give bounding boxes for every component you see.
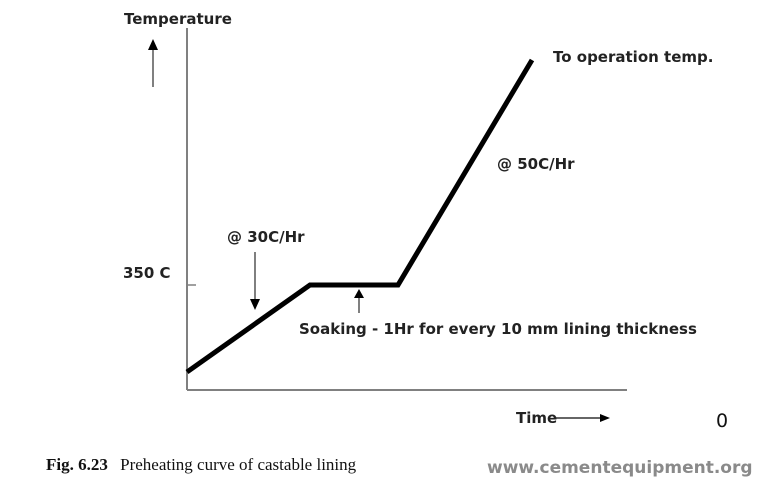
preheating-curve [185, 58, 535, 375]
y-tick-label-350: 350 C [123, 264, 171, 282]
rate1-arrowhead-icon [250, 299, 260, 310]
figure-number: Fig. 6.23 [46, 455, 108, 474]
temperature-arrowhead-icon [148, 39, 158, 50]
watermark: www.cementequipment.org [487, 458, 753, 478]
stray-character: 0 [716, 410, 729, 432]
x-axis-label: Time [516, 409, 558, 427]
soak-label: Soaking - 1Hr for every 10 mm lining thi… [299, 320, 697, 338]
y-axis-label: Temperature [124, 10, 232, 28]
figure-caption-text: Preheating curve of castable lining [120, 455, 357, 474]
rate1-label: @ 30C/Hr [227, 228, 305, 246]
soak-arrowhead-icon [354, 289, 364, 298]
figure-caption: Fig. 6.23 Preheating curve of castable l… [46, 455, 356, 475]
time-arrowhead-icon [600, 414, 610, 422]
rate2-label: @ 50C/Hr [497, 155, 575, 173]
end-label: To operation temp. [553, 48, 714, 66]
